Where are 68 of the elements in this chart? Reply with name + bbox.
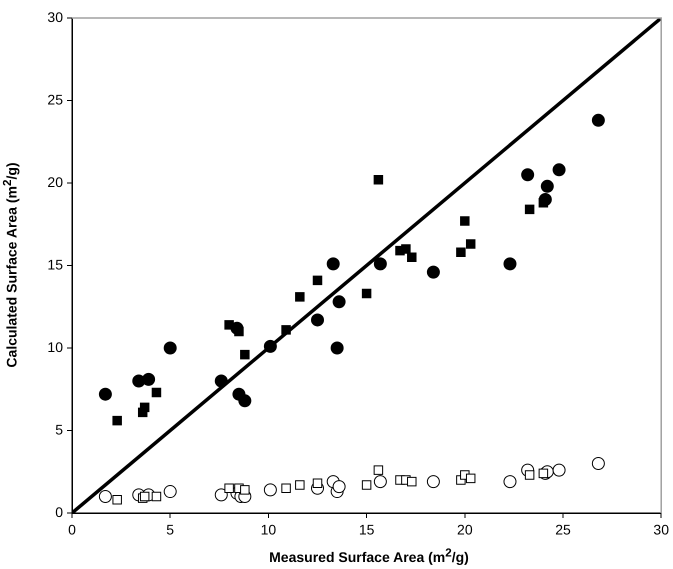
point xyxy=(401,244,411,254)
point xyxy=(224,484,234,493)
point xyxy=(332,295,346,308)
point xyxy=(311,313,324,326)
point xyxy=(238,394,252,408)
point xyxy=(374,465,384,475)
point xyxy=(362,480,372,490)
point xyxy=(240,350,250,360)
point xyxy=(112,416,122,426)
point xyxy=(142,372,156,386)
point xyxy=(224,320,234,330)
point xyxy=(592,114,605,127)
x-tick-label: 30 xyxy=(653,521,670,538)
point xyxy=(295,292,305,302)
point xyxy=(456,248,466,258)
y-tick-label: 20 xyxy=(47,174,64,190)
point xyxy=(503,257,516,270)
point xyxy=(164,342,177,354)
point xyxy=(98,388,112,401)
point xyxy=(540,180,554,193)
point xyxy=(466,239,476,249)
point xyxy=(466,474,476,484)
point xyxy=(374,475,387,488)
point xyxy=(374,257,387,270)
point xyxy=(460,216,470,226)
point xyxy=(330,342,344,354)
point xyxy=(234,326,244,336)
point xyxy=(552,163,566,176)
point xyxy=(214,488,228,502)
point xyxy=(264,483,277,496)
y-tick-label: 5 xyxy=(55,421,64,438)
point xyxy=(524,470,534,480)
x-tick-label: 10 xyxy=(260,521,276,538)
point xyxy=(281,484,291,493)
y-tick-label: 0 xyxy=(55,504,64,520)
point xyxy=(152,492,162,502)
point xyxy=(152,388,162,398)
point xyxy=(374,174,384,184)
point xyxy=(295,480,305,490)
point xyxy=(98,490,112,503)
point xyxy=(240,485,250,495)
y-tick-label: 10 xyxy=(47,338,64,355)
point xyxy=(312,276,322,286)
point xyxy=(112,495,122,505)
point xyxy=(524,204,534,214)
y-tick-label: 25 xyxy=(47,91,64,108)
point xyxy=(407,476,417,486)
point xyxy=(332,480,346,494)
point xyxy=(362,288,372,298)
point xyxy=(164,485,177,498)
point xyxy=(140,402,150,412)
point xyxy=(326,257,340,270)
point xyxy=(552,464,566,477)
x-tick-label: 0 xyxy=(68,521,76,538)
point xyxy=(592,457,605,470)
y-tick-label: 15 xyxy=(47,256,64,272)
point xyxy=(407,252,417,262)
x-tick-label: 5 xyxy=(166,521,174,538)
point xyxy=(503,475,516,488)
point xyxy=(426,475,440,488)
x-tick-label: 15 xyxy=(358,521,375,538)
point xyxy=(312,478,322,488)
point xyxy=(426,266,440,279)
x-axis-title: Measured Surface Area (m$^{2}$/g) xyxy=(269,546,469,565)
x-tick-label: 25 xyxy=(555,521,572,538)
y-tick-label: 30 xyxy=(47,8,64,25)
x-tick-label: 20 xyxy=(457,521,473,538)
point xyxy=(521,168,534,182)
